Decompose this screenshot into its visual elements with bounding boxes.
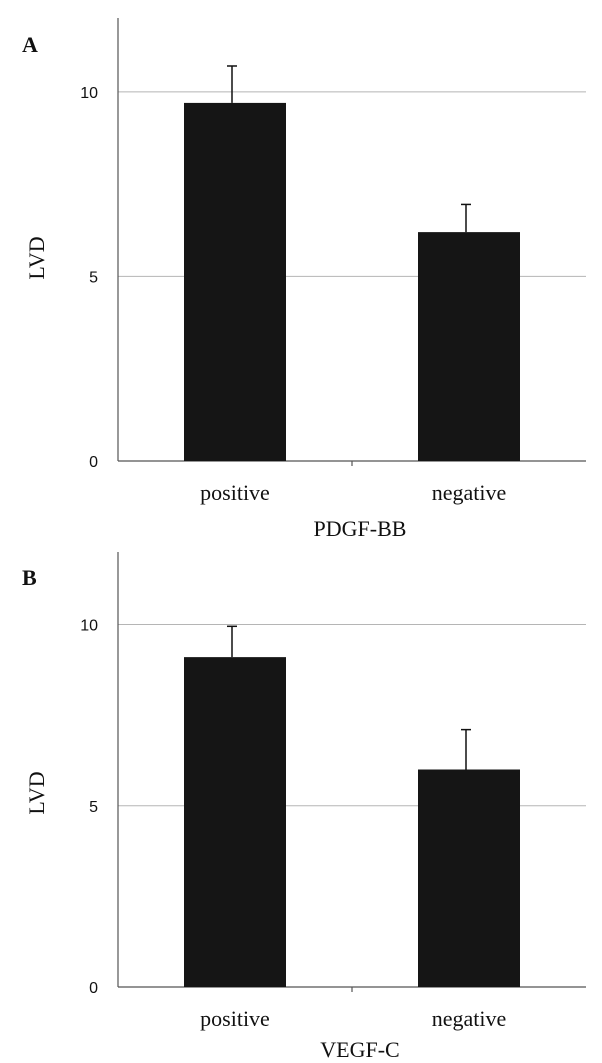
category-label-a-negative: negative <box>432 480 507 505</box>
x-axis-label-a: PDGF-BB <box>314 516 407 541</box>
bar-a-negative <box>418 232 520 461</box>
panel-letter-a: A <box>22 32 38 57</box>
y-axis-label-a: LVD <box>24 236 49 279</box>
y-tick-label-a-10: 10 <box>80 85 98 102</box>
y-tick-label-a-5: 5 <box>89 269 98 286</box>
x-axis-label-b: VEGF-C <box>320 1037 399 1062</box>
y-tick-label-b-10: 10 <box>80 618 98 635</box>
plot-area-a: 0 5 10 positive negative <box>80 18 586 505</box>
y-tick-label-b-0: 0 <box>89 980 98 997</box>
y-tick-label-b-5: 5 <box>89 799 98 816</box>
category-label-b-negative: negative <box>432 1006 507 1031</box>
bar-b-positive <box>184 657 286 987</box>
panel-b: B LVD VEGF-C 0 5 10 positive negative <box>22 552 586 1062</box>
bar-a-positive <box>184 102 286 462</box>
y-tick-label-a-0: 0 <box>89 454 98 471</box>
bar-b-negative <box>418 769 520 987</box>
panel-letter-b: B <box>22 565 37 590</box>
category-label-b-positive: positive <box>200 1006 270 1031</box>
plot-area-b: 0 5 10 positive negative <box>80 552 586 1031</box>
panel-a: A LVD PDGF-BB 0 5 10 positive negative <box>22 18 586 541</box>
category-label-a-positive: positive <box>200 480 270 505</box>
y-axis-label-b: LVD <box>24 771 49 814</box>
